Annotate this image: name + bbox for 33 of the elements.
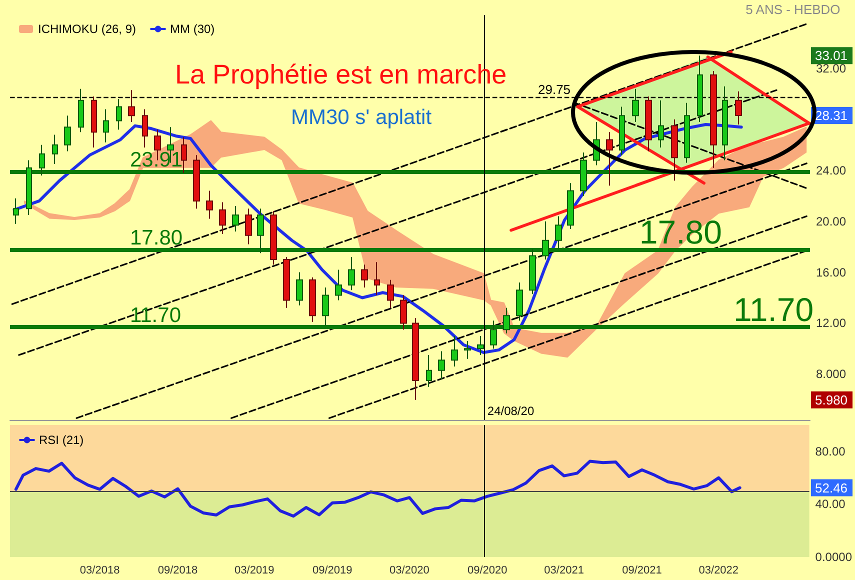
ref-line-label: 29.75: [538, 82, 571, 98]
text: MM30 s' aplatit: [291, 106, 432, 129]
y-tick-label: 40.00: [815, 497, 846, 512]
y-tick-label: 20.00: [816, 214, 846, 228]
y-tick-label: 12.00: [816, 316, 846, 330]
legend-label: RSI (21): [39, 433, 84, 447]
x-tick-label: 09/2021: [622, 564, 662, 576]
x-tick-label: 09/2019: [312, 564, 352, 576]
annotation: 5 ANS - HEBDO: [746, 2, 840, 17]
annotation: 17.80: [639, 213, 722, 250]
x-tick-label: 09/2020: [467, 564, 508, 576]
annotation: 33.01: [815, 48, 848, 64]
ref-line-label: 24/08/20: [487, 404, 534, 418]
y-tick-label: 24.00: [816, 163, 846, 178]
x-tick-label: 03/2018: [80, 564, 120, 576]
ref-line-label: 23.91: [130, 148, 183, 172]
x-tick-label: 03/2019: [234, 564, 274, 576]
y-tick-label: 0.0000: [815, 550, 852, 564]
x-tick-label: 03/2022: [698, 564, 739, 576]
x-tick-label: 03/2021: [544, 564, 584, 576]
y-tick-label: 80.00: [815, 444, 846, 458]
y-tick-label: 16.00: [816, 265, 846, 280]
ref-line-label: 11.70: [130, 304, 181, 328]
annotation: 52.46: [815, 480, 848, 496]
annotation: 5.980: [815, 392, 848, 408]
legend-label: MM (30): [170, 22, 215, 36]
ref-line-label: 17.80: [130, 226, 183, 250]
y-tick-label: 32.00: [816, 61, 846, 76]
x-tick-label: 09/2018: [158, 564, 198, 576]
legend-label: ICHIMOKU (26, 9): [38, 22, 136, 36]
x-tick-label: 03/2020: [390, 564, 430, 576]
annotation: 11.70: [733, 291, 814, 328]
y-tick-label: 8.000: [816, 367, 846, 382]
